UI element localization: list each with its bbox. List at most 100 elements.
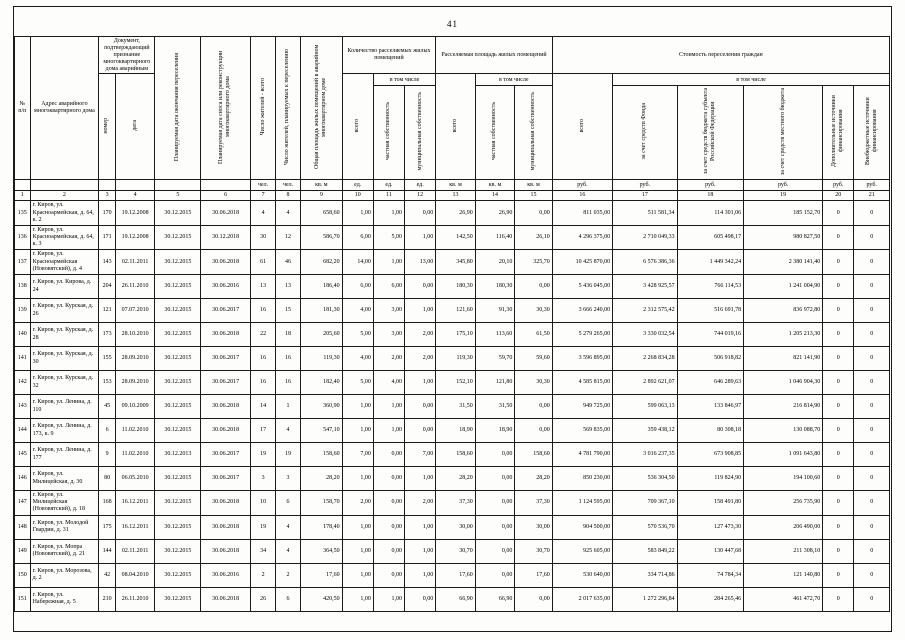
units-row: чел. чел. кв. м ед. ед. ед. кв. м кв. м кв. м руб… bbox=[14, 179, 890, 192]
table-cell: 30.12.2015 bbox=[154, 538, 202, 564]
table-cell: 1,00 bbox=[341, 538, 374, 564]
col-header-cost-region: за счет средств бюджета субъекта Российс… bbox=[676, 85, 745, 181]
table-cell: 133 846,97 bbox=[676, 394, 745, 420]
table-cell: 30.06.2018 bbox=[200, 249, 252, 276]
table-cell: 6 576 386,36 bbox=[612, 249, 678, 276]
table-cell: 22 bbox=[250, 322, 277, 348]
table-cell: 3 bbox=[250, 466, 277, 492]
table-cell: 30,00 bbox=[514, 514, 553, 540]
table-cell: 682,20 bbox=[300, 249, 343, 276]
table-cell: 127 473,30 bbox=[676, 514, 745, 540]
table-cell: 30.12.2015 bbox=[154, 224, 202, 251]
table-cell: 10 425 870,00 bbox=[551, 249, 614, 276]
table-cell: 139 bbox=[14, 298, 31, 324]
table-cell: 14 bbox=[250, 394, 277, 420]
col-header-cost-additional: Дополнительные источники финансирования bbox=[822, 85, 855, 181]
table-cell: 30,30 bbox=[514, 298, 553, 324]
table-cell: 569 835,00 bbox=[551, 418, 614, 444]
table-cell: 26,10 bbox=[514, 224, 553, 251]
unit-cell: руб. bbox=[551, 179, 614, 192]
table-cell: 155 bbox=[98, 346, 116, 372]
table-cell: 3,00 bbox=[372, 298, 406, 324]
table-cell: 119 824,90 bbox=[676, 466, 745, 492]
table-cell: 461 472,70 bbox=[743, 586, 824, 612]
table-cell: 6,00 bbox=[341, 224, 374, 251]
col-header-cost-local: за счет средств местного бюджета bbox=[743, 85, 824, 181]
table-cell: 30.12.2015 bbox=[154, 394, 202, 420]
table-cell: 119,30 bbox=[435, 346, 476, 372]
table-cell: 28.10.2010 bbox=[114, 322, 156, 348]
table-cell: 0 bbox=[822, 442, 855, 468]
table-cell: 3 596 895,00 bbox=[551, 346, 614, 372]
table-cell: 16 bbox=[275, 346, 302, 372]
table-cell: 20,10 bbox=[474, 249, 516, 276]
table-cell: 5,00 bbox=[341, 322, 374, 348]
table-cell: 0,00 bbox=[404, 274, 437, 300]
table-cell: 0,00 bbox=[372, 538, 406, 564]
table-cell: 6 bbox=[275, 490, 302, 516]
page-frame: 41 № п/п Адрес аварийного многоквартирно… bbox=[13, 6, 892, 632]
table-cell: 30.06.2018 bbox=[200, 538, 252, 564]
table-cell: 673 908,85 bbox=[676, 442, 745, 468]
table-cell: 16 bbox=[250, 370, 277, 396]
unit-cell: руб. bbox=[743, 179, 824, 192]
col-header-total-area: Общая площадь жилых помещений в аварийно… bbox=[300, 35, 343, 181]
table-cell: 536 304,50 bbox=[612, 466, 678, 492]
table-cell: 28,20 bbox=[435, 466, 476, 492]
table-cell: 152,10 bbox=[435, 370, 476, 396]
table-cell: 66,90 bbox=[474, 586, 516, 612]
table-cell: 18 bbox=[275, 322, 302, 348]
table-cell: 45 bbox=[98, 394, 116, 420]
table-cell: 30.06.2018 bbox=[200, 200, 252, 226]
table-cell: 1,00 bbox=[404, 370, 437, 396]
including-header-cost: в том числе bbox=[612, 73, 890, 87]
table-cell: 2 892 621,07 bbox=[612, 370, 678, 396]
table-cell: 18,90 bbox=[474, 418, 516, 444]
table-cell: 0 bbox=[822, 514, 855, 540]
table-cell: 137 bbox=[14, 249, 31, 276]
table-cell: 30.06.2017 bbox=[200, 442, 252, 468]
table-cell: 0 bbox=[853, 394, 890, 420]
table-cell: 153 bbox=[98, 370, 116, 396]
table-cell: 30.12.2015 bbox=[154, 322, 202, 348]
col-header-cost-total: всего bbox=[551, 73, 614, 181]
table-cell: 178,40 bbox=[300, 514, 343, 540]
table-cell: 0,00 bbox=[474, 562, 516, 588]
table-cell: 16.12.2011 bbox=[114, 514, 156, 540]
unit-cell bbox=[14, 179, 31, 192]
including-header-area: в том числе bbox=[474, 73, 553, 87]
table-cell: 30.06.2017 bbox=[200, 298, 252, 324]
table-cell: 1,00 bbox=[372, 249, 406, 276]
table-cell: 0 bbox=[822, 322, 855, 348]
table-cell: 360,90 bbox=[300, 394, 343, 420]
table-cell: 141 bbox=[14, 346, 31, 372]
table-cell: 325,70 bbox=[514, 249, 553, 276]
table-cell: 4 bbox=[275, 200, 302, 226]
table-cell: 2 bbox=[250, 562, 277, 588]
table-cell: 3 330 032,54 bbox=[612, 322, 678, 348]
group-header-document: Документ, подтверждающий признание много… bbox=[98, 35, 156, 75]
unit-cell: руб. bbox=[853, 179, 890, 192]
table-row: 146 г. Киров, ул. Милицейская, д. 30 80 06.… bbox=[14, 466, 890, 492]
table-cell: 0 bbox=[853, 490, 890, 516]
table-cell: 0,00 bbox=[404, 418, 437, 444]
table-cell: 0,00 bbox=[514, 274, 553, 300]
table-cell: 181,30 bbox=[300, 298, 343, 324]
table-cell: 66,90 bbox=[435, 586, 476, 612]
column-number-cell: 3 bbox=[98, 190, 116, 202]
table-cell: 658,60 bbox=[300, 200, 343, 226]
table-cell: 5 436 045,00 bbox=[551, 274, 614, 300]
table-cell: 4,00 bbox=[341, 298, 374, 324]
table-cell: 28.09.2010 bbox=[114, 370, 156, 396]
table-cell: 0,00 bbox=[404, 200, 437, 226]
table-cell: 121 140,80 bbox=[743, 562, 824, 588]
table-cell: 30.12.2015 bbox=[154, 490, 202, 516]
vertical-label: Дополнительные источники финансирования bbox=[831, 95, 845, 168]
table-row: 150 г. Киров, ул. Морозова, д. 2 42 08.04.2… bbox=[14, 562, 890, 588]
table-cell: 420,50 bbox=[300, 586, 343, 612]
table-row: 137 г. Киров, ул. Красноармейская (Нововя… bbox=[14, 249, 890, 276]
table-cell: 0 bbox=[822, 249, 855, 276]
unit-cell bbox=[200, 179, 252, 192]
table-cell: 1 091 643,80 bbox=[743, 442, 824, 468]
table-cell: 4 781 790,00 bbox=[551, 442, 614, 468]
